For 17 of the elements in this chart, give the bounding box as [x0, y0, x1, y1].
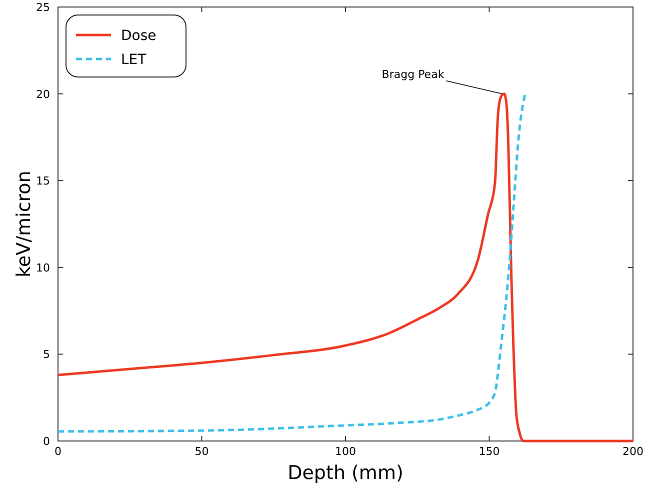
- x-tick-label: 0: [54, 445, 62, 458]
- y-tick-label: 10: [36, 261, 50, 274]
- y-tick-label: 20: [36, 88, 50, 101]
- line-series: [56, 92, 634, 442]
- y-axis-title: keV/micron: [13, 170, 35, 278]
- legend-label: Dose: [121, 28, 156, 44]
- x-tick-label: 100: [335, 445, 356, 458]
- x-tick-label: 150: [478, 445, 500, 458]
- x-axis-title: Depth (mm): [288, 462, 404, 484]
- legend-label: LET: [121, 52, 147, 68]
- y-tick-label: 0: [43, 435, 50, 448]
- y-tick-label: 25: [36, 1, 50, 14]
- y-tick-label: 15: [36, 174, 50, 188]
- x-tick-label: 200: [622, 445, 644, 458]
- y-tick-label: 5: [43, 348, 50, 362]
- x-tick-label: 50: [194, 445, 209, 458]
- annotation: Bragg Peak: [382, 68, 445, 81]
